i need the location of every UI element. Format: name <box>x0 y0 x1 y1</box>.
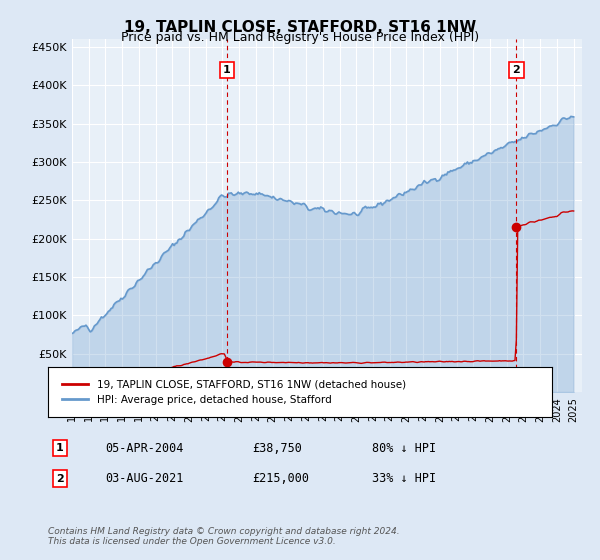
Text: 33% ↓ HPI: 33% ↓ HPI <box>372 472 436 486</box>
Text: 2: 2 <box>512 65 520 75</box>
Legend: 19, TAPLIN CLOSE, STAFFORD, ST16 1NW (detached house), HPI: Average price, detac: 19, TAPLIN CLOSE, STAFFORD, ST16 1NW (de… <box>58 375 410 409</box>
Text: 1: 1 <box>223 65 231 75</box>
Text: £215,000: £215,000 <box>252 472 309 486</box>
Text: £38,750: £38,750 <box>252 441 302 455</box>
Text: 80% ↓ HPI: 80% ↓ HPI <box>372 441 436 455</box>
Text: 05-APR-2004: 05-APR-2004 <box>105 441 184 455</box>
Text: 2: 2 <box>56 474 64 484</box>
Text: 1: 1 <box>56 443 64 453</box>
Text: Price paid vs. HM Land Registry's House Price Index (HPI): Price paid vs. HM Land Registry's House … <box>121 31 479 44</box>
Text: Contains HM Land Registry data © Crown copyright and database right 2024.
This d: Contains HM Land Registry data © Crown c… <box>48 526 400 546</box>
Text: 19, TAPLIN CLOSE, STAFFORD, ST16 1NW: 19, TAPLIN CLOSE, STAFFORD, ST16 1NW <box>124 20 476 35</box>
Text: 03-AUG-2021: 03-AUG-2021 <box>105 472 184 486</box>
